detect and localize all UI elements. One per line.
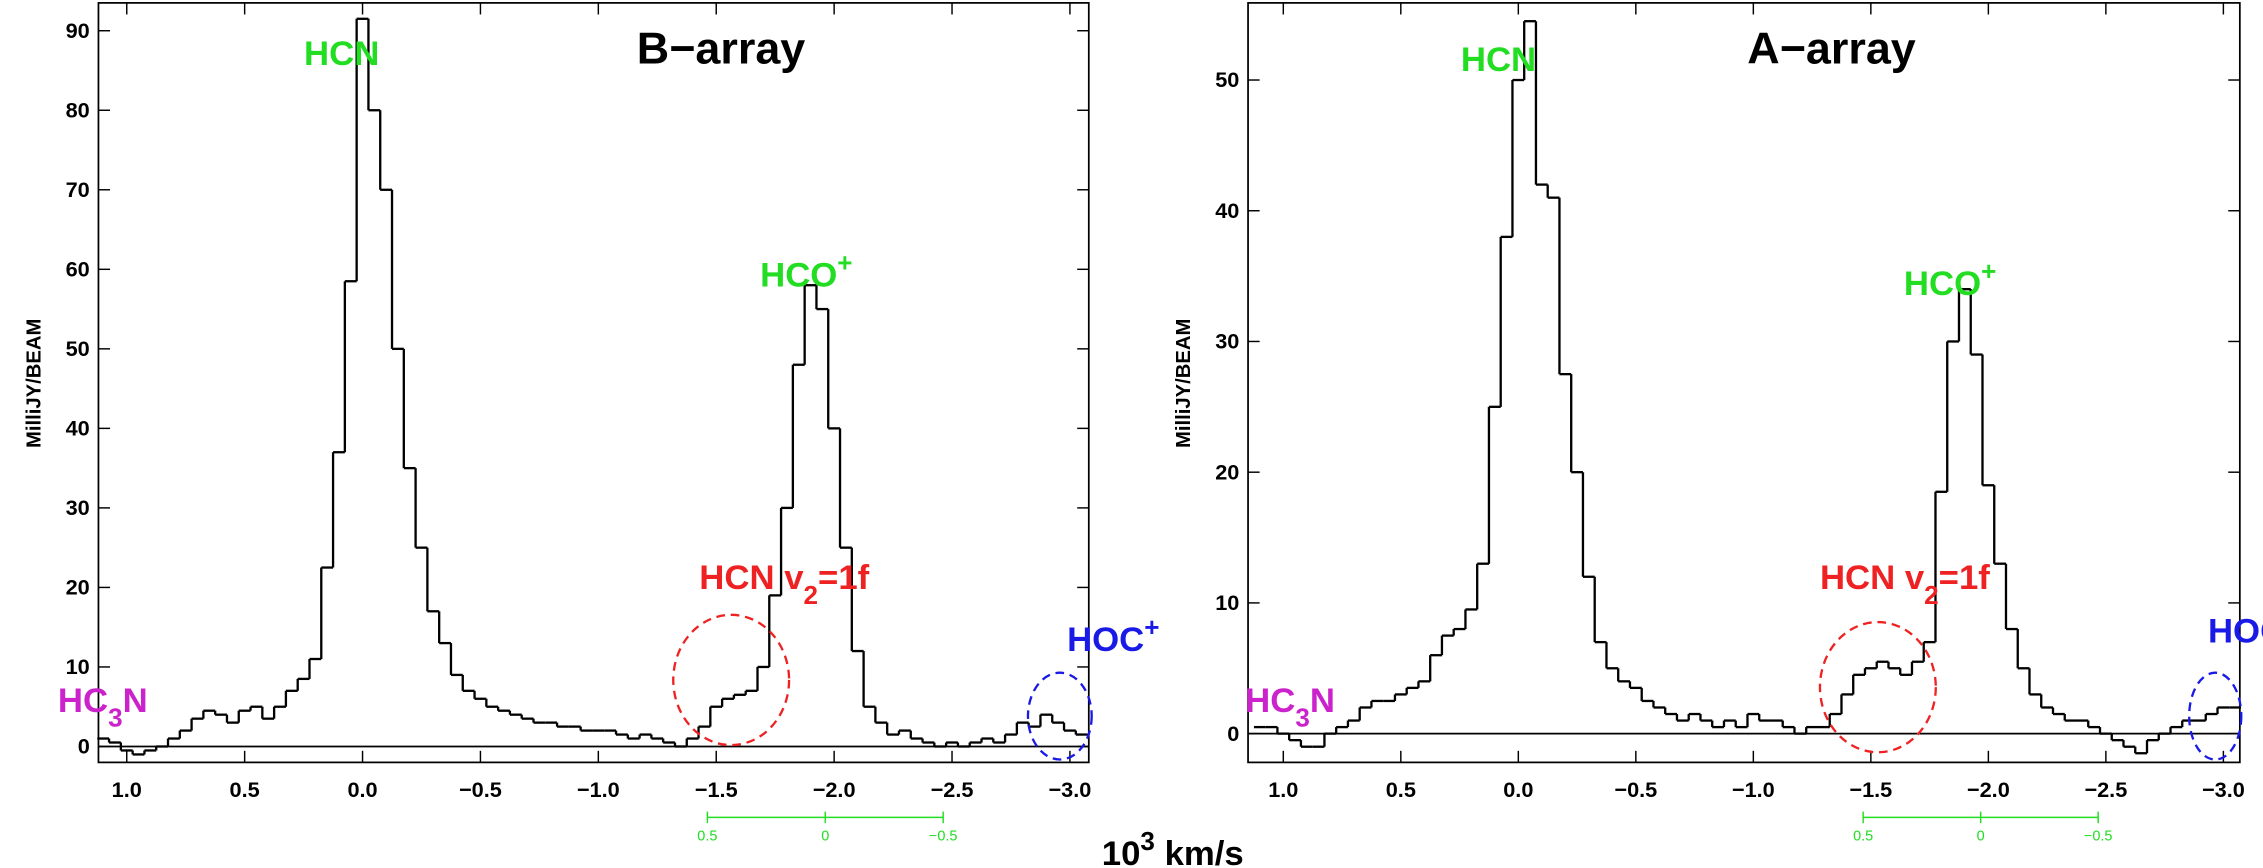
y-tick-label: 10	[66, 654, 90, 679]
y-tick-label: 20	[66, 575, 90, 600]
line-label-part: +	[1144, 612, 1159, 642]
y-tick-label: 30	[66, 495, 90, 520]
highlight-ellipse	[672, 613, 791, 747]
y-tick-label: 40	[1215, 198, 1239, 223]
line-label-part: 3	[108, 703, 123, 733]
highlight-ellipse	[1818, 620, 1937, 754]
x-tick-label: −2.0	[1967, 777, 2010, 802]
y-tick-label: 80	[66, 97, 90, 122]
x-tick-label: −1.5	[695, 777, 738, 802]
x-tick-label: 0.5	[230, 777, 260, 802]
x-tick-label: −2.5	[2084, 777, 2127, 802]
x-axis-label-part: 10	[1102, 835, 1141, 868]
line-label: HOC+	[2208, 603, 2263, 650]
y-axis-label: MilliJY/BEAM	[1173, 319, 1195, 448]
line-label-part: N	[1310, 682, 1335, 720]
y-tick-label: 30	[1215, 329, 1239, 354]
line-label-part: =1f	[1939, 559, 1991, 597]
line-label: HOC+	[1067, 612, 1159, 659]
y-tick-label: 70	[66, 177, 90, 202]
x-axis-label-part: 3	[1140, 826, 1155, 856]
x-tick-label: −1.0	[577, 777, 620, 802]
highlight-ellipse	[1026, 671, 1093, 761]
x-tick-label: −3.0	[1049, 777, 1092, 802]
line-label: HCO+	[760, 247, 852, 294]
x-tick-label: −2.5	[931, 777, 974, 802]
line-label: HCN	[304, 35, 379, 73]
line-label-part: HCN v	[699, 559, 804, 597]
line-label-part: 2	[1924, 580, 1939, 610]
line-label-part: HC	[58, 682, 108, 720]
y-tick-label: 0	[78, 734, 90, 759]
line-label-part: 3	[1295, 703, 1310, 733]
y-tick-label: 0	[1227, 721, 1239, 746]
offset-scale-label: −0.5	[2084, 829, 2113, 845]
y-tick-label: 60	[66, 257, 90, 282]
y-tick-label: 90	[66, 18, 90, 43]
highlight-ellipse	[2188, 671, 2243, 761]
line-label: HCN	[1461, 41, 1536, 79]
x-tick-label: 0.0	[1503, 777, 1533, 802]
offset-scale-label: 0	[821, 829, 829, 845]
line-label-part: 2	[804, 580, 819, 610]
chart-title: A−array	[1747, 23, 1915, 74]
line-label-part: =1f	[818, 559, 870, 597]
x-tick-label: −0.5	[459, 777, 502, 802]
x-axis-label-part: km/s	[1155, 835, 1244, 868]
line-label: HCN v2=1f	[699, 559, 869, 610]
chart-title: B−array	[637, 23, 805, 74]
offset-scale-label: 0.5	[1853, 829, 1873, 845]
y-axis-label: MilliJY/BEAM	[24, 319, 46, 448]
line-label-part: HCO	[1904, 265, 1981, 303]
line-label-part: +	[837, 247, 852, 277]
line-label-part: HC	[1245, 682, 1295, 720]
line-label: HC3N	[58, 682, 148, 733]
x-tick-label: −3.0	[2202, 777, 2245, 802]
x-tick-label: 1.0	[1268, 777, 1298, 802]
x-tick-label: −1.0	[1732, 777, 1775, 802]
line-label: HCN v2=1f	[1820, 559, 1990, 610]
y-tick-label: 20	[1215, 459, 1239, 484]
x-axis-label: 103 km/s	[1102, 826, 1244, 868]
x-tick-label: −2.0	[813, 777, 856, 802]
offset-scale-label: 0	[1977, 829, 1985, 845]
offset-scale-label: −0.5	[929, 829, 958, 845]
x-tick-label: −0.5	[1614, 777, 1657, 802]
offset-scale-label: 0.5	[697, 829, 717, 845]
x-tick-label: 0.5	[1386, 777, 1416, 802]
line-label-part: HOC	[1067, 621, 1144, 659]
plot-frame	[1247, 2, 2241, 764]
line-label-part: N	[123, 682, 148, 720]
y-tick-label: 40	[66, 416, 90, 441]
x-tick-label: 0.0	[347, 777, 377, 802]
y-tick-label: 10	[1215, 590, 1239, 615]
line-label-part: +	[1981, 256, 1996, 286]
line-label: HCO+	[1904, 256, 1996, 303]
y-tick-label: 50	[1215, 67, 1239, 92]
line-label-part: HCN	[1461, 41, 1536, 79]
x-tick-label: 1.0	[112, 777, 142, 802]
x-tick-label: −1.5	[1849, 777, 1892, 802]
line-label-part: HOC	[2208, 612, 2263, 650]
line-label-part: HCO	[760, 256, 837, 294]
y-tick-label: 50	[66, 336, 90, 361]
plot-frame	[97, 2, 1090, 764]
line-label-part: HCN	[304, 35, 379, 73]
line-label-part: HCN v	[1820, 559, 1925, 597]
line-label: HC3N	[1245, 682, 1335, 733]
